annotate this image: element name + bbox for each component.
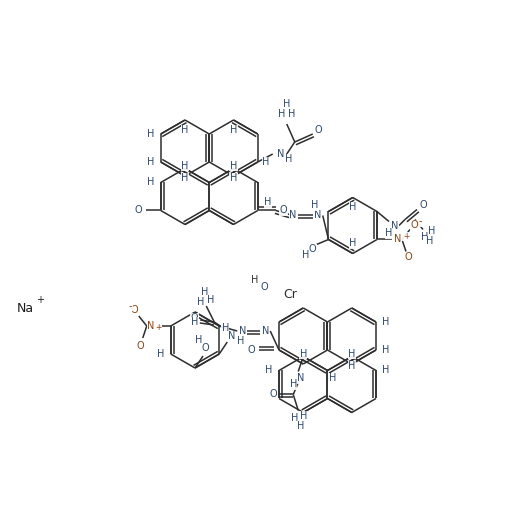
Text: H: H	[195, 335, 203, 345]
Text: O: O	[315, 125, 323, 135]
Text: N: N	[262, 326, 269, 336]
Text: O: O	[260, 282, 268, 292]
Text: H: H	[230, 161, 237, 171]
Text: H: H	[426, 236, 434, 246]
Text: H: H	[348, 362, 355, 372]
Text: +: +	[155, 323, 162, 333]
Text: H: H	[230, 125, 237, 135]
Text: H: H	[288, 109, 295, 119]
Text: H: H	[181, 161, 189, 171]
Text: O: O	[419, 201, 427, 211]
Text: H: H	[428, 226, 436, 236]
Text: H: H	[421, 233, 429, 243]
Text: +: +	[403, 232, 409, 241]
Text: H: H	[382, 345, 390, 355]
Text: O: O	[247, 345, 255, 355]
Text: H: H	[299, 349, 307, 359]
Text: H: H	[285, 154, 293, 164]
Text: H: H	[196, 297, 204, 307]
Text: H: H	[302, 250, 309, 260]
Text: N: N	[277, 149, 284, 159]
Text: H: H	[237, 336, 244, 346]
Text: H: H	[291, 413, 298, 423]
Text: H: H	[200, 287, 208, 297]
Text: H: H	[311, 201, 319, 211]
Text: H: H	[349, 238, 356, 248]
Text: H: H	[382, 317, 390, 327]
Text: H: H	[297, 421, 304, 431]
Text: H: H	[191, 317, 199, 327]
Text: O: O	[191, 313, 198, 323]
Text: O: O	[137, 341, 145, 351]
Text: H: H	[262, 157, 269, 167]
Text: O: O	[404, 253, 412, 263]
Text: Cr: Cr	[283, 289, 297, 301]
Text: Na: Na	[17, 301, 34, 314]
Text: H: H	[181, 173, 189, 183]
Text: H: H	[147, 157, 154, 167]
Text: H: H	[147, 129, 154, 139]
Text: H: H	[264, 198, 271, 208]
Text: H: H	[348, 349, 355, 359]
Text: H: H	[230, 173, 237, 183]
Text: N: N	[314, 211, 322, 221]
Text: N: N	[297, 374, 304, 384]
Text: N: N	[239, 326, 246, 336]
Text: H: H	[385, 228, 393, 238]
Text: O: O	[201, 343, 209, 353]
Text: O: O	[410, 221, 418, 231]
Text: N: N	[394, 235, 401, 245]
Text: O: O	[269, 389, 277, 399]
Text: H: H	[222, 323, 229, 333]
Text: H: H	[382, 366, 390, 376]
Text: N: N	[391, 222, 399, 232]
Text: H: H	[265, 366, 272, 376]
Text: N: N	[289, 211, 296, 221]
Text: N: N	[227, 331, 235, 341]
Text: H: H	[147, 178, 154, 188]
Text: H: H	[299, 411, 307, 421]
Text: O: O	[309, 245, 316, 255]
Text: N: N	[147, 321, 154, 331]
Text: O: O	[280, 205, 287, 215]
Text: H: H	[290, 379, 297, 389]
Text: H: H	[207, 295, 214, 305]
Text: +: +	[36, 295, 44, 305]
Text: H: H	[181, 125, 189, 135]
Text: -: -	[129, 301, 133, 311]
Text: O: O	[135, 205, 142, 215]
Text: H: H	[329, 374, 336, 384]
Text: -: -	[418, 216, 422, 226]
Text: O: O	[131, 305, 138, 315]
Text: H: H	[278, 109, 285, 119]
Text: H: H	[349, 202, 356, 213]
Text: H: H	[283, 99, 291, 109]
Text: H: H	[157, 349, 164, 359]
Text: H: H	[251, 275, 258, 285]
